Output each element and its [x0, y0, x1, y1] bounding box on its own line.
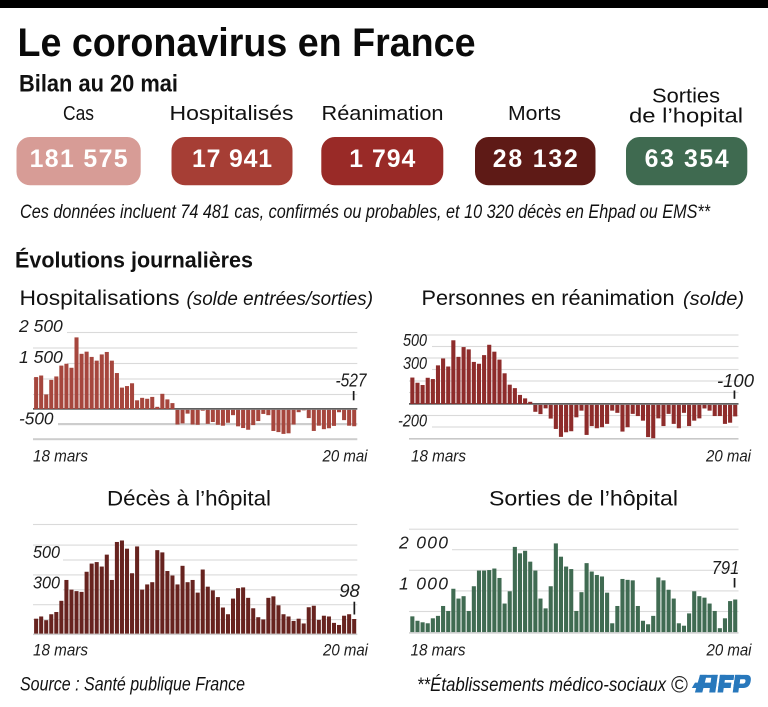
svg-text:20 mai: 20 mai — [322, 642, 369, 660]
svg-text:1 794: 1 794 — [349, 146, 415, 173]
svg-text:18 mars: 18 mars — [33, 448, 88, 466]
svg-text:20 mai: 20 mai — [322, 448, 369, 466]
svg-text:63 354: 63 354 — [645, 146, 729, 173]
svg-text:Ces données incluent 74 481 ca: Ces données incluent 74 481 cas, confirm… — [20, 202, 711, 223]
svg-text:17 941: 17 941 — [192, 146, 272, 173]
svg-text:18 mars: 18 mars — [411, 642, 466, 660]
svg-text:2 000: 2 000 — [398, 533, 448, 553]
svg-text:300: 300 — [403, 353, 427, 373]
svg-text:181 575: 181 575 — [30, 146, 128, 173]
svg-text:2 500: 2 500 — [18, 316, 63, 336]
svg-text:(solde): (solde) — [683, 288, 744, 310]
svg-text:1 000: 1 000 — [399, 574, 448, 594]
svg-text:500: 500 — [33, 542, 60, 562]
svg-text:98: 98 — [339, 580, 360, 601]
svg-text:20 mai: 20 mai — [706, 642, 753, 660]
svg-text:Morts: Morts — [508, 102, 561, 125]
svg-text:Hospitalisés: Hospitalisés — [170, 102, 294, 125]
svg-text:-200: -200 — [398, 411, 427, 431]
svg-text:Le coronavirus en France: Le coronavirus en France — [18, 21, 476, 65]
svg-text:Réanimation: Réanimation — [322, 102, 444, 125]
svg-text:-100: -100 — [717, 370, 755, 391]
svg-text:18 mars: 18 mars — [411, 448, 466, 466]
svg-text:Bilan au 20 mai: Bilan au 20 mai — [19, 71, 178, 98]
svg-text:de l’hopital: de l’hopital — [629, 105, 743, 128]
svg-text:28 132: 28 132 — [493, 146, 578, 173]
svg-text:Sorties de l’hôpital: Sorties de l’hôpital — [489, 488, 678, 511]
svg-text:©: © — [671, 672, 688, 698]
svg-text:500: 500 — [403, 330, 427, 350]
svg-text:300: 300 — [33, 572, 60, 592]
svg-text:Personnes en réanimation: Personnes en réanimation — [422, 287, 675, 310]
svg-text:20 mai: 20 mai — [705, 448, 752, 466]
svg-text:18 mars: 18 mars — [33, 642, 88, 660]
svg-text:1 500: 1 500 — [19, 347, 63, 367]
svg-text:(solde entrées/sorties): (solde entrées/sorties) — [187, 288, 374, 310]
svg-text:-500: -500 — [19, 409, 54, 429]
svg-text:Décès à l’hôpital: Décès à l’hôpital — [107, 488, 271, 511]
svg-text:-527: -527 — [336, 370, 368, 391]
svg-text:Hospitalisations: Hospitalisations — [20, 287, 180, 310]
svg-text:Cas: Cas — [63, 102, 94, 125]
svg-text:Sorties: Sorties — [652, 85, 720, 108]
svg-text:Source : Santé publique France: Source : Santé publique France — [20, 675, 245, 696]
svg-text:Évolutions journalières: Évolutions journalières — [15, 248, 253, 273]
svg-text:791: 791 — [712, 557, 740, 578]
svg-text:**Établissements médico-sociau: **Établissements médico-sociaux — [417, 675, 667, 696]
